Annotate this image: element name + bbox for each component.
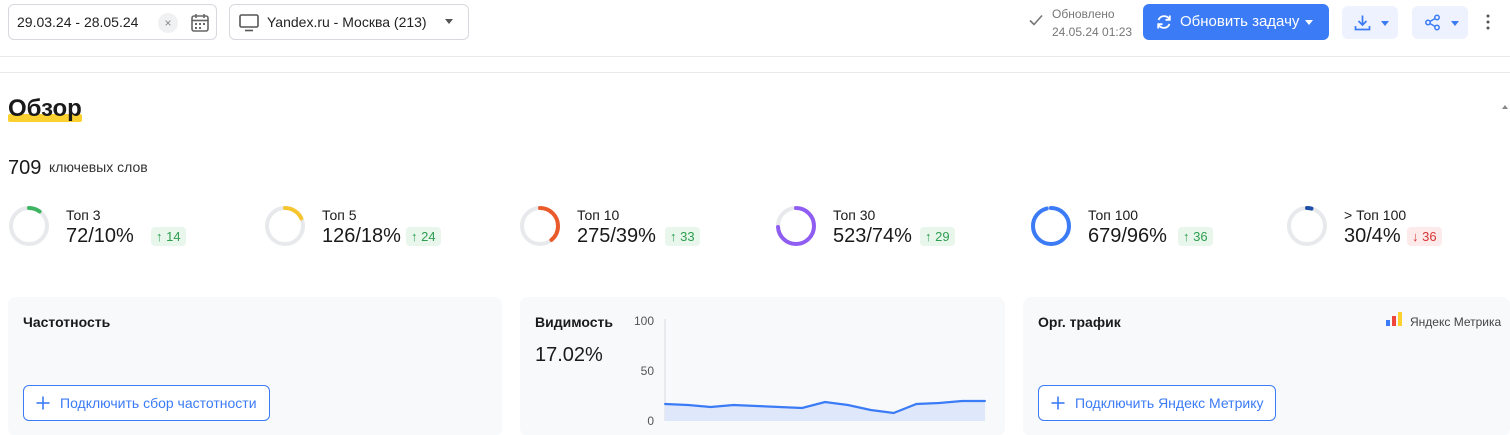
share-icon — [1425, 14, 1440, 31]
ring-chart — [9, 206, 49, 246]
updated-date: 24.05.24 01:23 — [1052, 25, 1133, 39]
connect-metrika-label: Подключить Яндекс Метрику — [1075, 395, 1264, 411]
date-range-value: 29.03.24 - 28.05.24 — [17, 14, 139, 30]
check-icon — [1029, 14, 1043, 26]
metric-delta-badge: ↑ 36 — [1178, 227, 1213, 246]
chevron-down-icon[interactable] — [1305, 20, 1313, 25]
ring-chart — [265, 206, 305, 246]
chevron-down-icon — [1451, 21, 1459, 26]
connect-frequency-label: Подключить сбор частотности — [60, 395, 257, 411]
plus-icon — [1051, 396, 1065, 410]
visibility-point[interactable] — [778, 406, 781, 408]
search-engine-select[interactable]: Yandex.ru - Москва (213) — [229, 4, 469, 40]
visibility-point[interactable] — [732, 404, 735, 406]
plus-icon — [36, 396, 50, 410]
title-highlight — [8, 114, 82, 122]
visibility-title: Видимость — [535, 314, 613, 330]
update-task-label: Обновить задачу — [1180, 13, 1300, 30]
ring-chart — [776, 206, 816, 246]
connect-frequency-button[interactable]: Подключить сбор частотности — [23, 385, 270, 421]
metric-label: Топ 10 — [577, 207, 620, 223]
metric-above-top-100: > Топ 100 30/4% ↓ 36 — [1286, 205, 1510, 249]
visibility-chart: 100 50 0 — [634, 314, 986, 428]
download-button[interactable] — [1342, 6, 1398, 39]
collapse-icon[interactable] — [1502, 105, 1508, 109]
metric-label: Топ 100 — [1088, 207, 1139, 223]
calendar-icon[interactable] — [189, 12, 211, 34]
metric-value: 523/74% — [833, 225, 912, 247]
metric-delta-badge: ↑ 33 — [665, 227, 700, 246]
visibility-point[interactable] — [869, 409, 872, 411]
search-engine-value: Yandex.ru - Москва (213) — [267, 14, 427, 30]
metric-delta-badge: ↓ 36 — [1407, 227, 1442, 246]
metric-delta-badge: ↑ 24 — [406, 227, 441, 246]
y-tick-label: 100 — [634, 314, 654, 328]
visibility-point[interactable] — [824, 401, 826, 403]
visibility-point[interactable] — [915, 403, 918, 405]
metric-value: 275/39% — [577, 225, 656, 247]
metric-top-3: Топ 3 72/10% ↑ 14 — [8, 205, 248, 249]
overview-card: Обзор 709 ключевых слов Топ 3 72/10% ↑ 1… — [0, 72, 1510, 435]
visibility-point[interactable] — [664, 403, 666, 405]
organic-traffic-title: Орг. трафик — [1038, 314, 1121, 330]
update-task-button[interactable]: Обновить задачу — [1143, 4, 1329, 40]
y-tick-label: 0 — [647, 414, 654, 428]
clear-date-icon[interactable]: × — [158, 13, 178, 33]
organic-traffic-panel: Орг. трафик Яндекс Метрика Подключить Ян… — [1023, 297, 1510, 435]
metric-label: Топ 5 — [322, 207, 357, 223]
metric-top-5: Топ 5 126/18% ↑ 24 — [264, 205, 504, 249]
connect-metrika-button[interactable]: Подключить Яндекс Метрику — [1038, 385, 1277, 421]
date-range-picker[interactable]: 29.03.24 - 28.05.24 × — [8, 4, 217, 40]
visibility-point[interactable] — [686, 404, 689, 406]
metrika-logo-icon — [1386, 312, 1402, 326]
metric-delta-badge: ↑ 29 — [920, 227, 955, 246]
updated-label: Обновлено — [1052, 7, 1115, 21]
ring-chart — [1031, 206, 1071, 246]
page-title: Обзор — [8, 95, 82, 122]
visibility-point[interactable] — [938, 402, 941, 404]
frequency-title: Частотность — [23, 314, 111, 330]
chevron-down-icon — [445, 19, 453, 24]
visibility-point[interactable] — [846, 404, 849, 406]
metric-value: 679/96% — [1088, 225, 1167, 247]
refresh-icon — [1157, 15, 1171, 29]
metric-label: > Топ 100 — [1344, 207, 1407, 223]
monitor-icon — [239, 14, 259, 32]
ring-chart — [1287, 206, 1327, 246]
more-options-icon[interactable] — [1480, 10, 1496, 34]
visibility-panel: Видимость 17.02% 100 50 0 — [520, 297, 1005, 435]
metric-value: 30/4% — [1344, 225, 1401, 247]
visibility-point[interactable] — [709, 406, 712, 408]
visibility-point[interactable] — [984, 400, 986, 402]
share-button[interactable] — [1412, 6, 1468, 39]
visibility-point[interactable] — [892, 412, 895, 414]
ring-chart — [520, 206, 560, 246]
metric-delta-badge: ↑ 14 — [151, 227, 186, 246]
download-icon — [1354, 15, 1371, 31]
frequency-panel: Частотность Подключить сбор частотности — [8, 297, 502, 435]
chevron-down-icon — [1381, 21, 1389, 26]
metric-top-30: Топ 30 523/74% ↑ 29 — [775, 205, 1015, 249]
metrika-label: Яндекс Метрика — [1410, 315, 1502, 329]
metric-top-10: Топ 10 275/39% ↑ 33 — [519, 205, 759, 249]
keyword-count-label: ключевых слов — [49, 159, 148, 175]
visibility-point[interactable] — [961, 400, 964, 402]
metric-label: Топ 30 — [833, 207, 876, 223]
metric-value: 126/18% — [322, 225, 401, 247]
metric-label: Топ 3 — [66, 207, 101, 223]
metric-top-100: Топ 100 679/96% ↑ 36 — [1030, 205, 1270, 249]
visibility-value: 17.02% — [535, 344, 603, 366]
visibility-point[interactable] — [801, 407, 804, 409]
toolbar: 29.03.24 - 28.05.24 × Yandex.ru - Москва… — [0, 0, 1510, 57]
keyword-count: 709 — [8, 157, 42, 179]
y-tick-label: 50 — [641, 364, 655, 378]
metric-value: 72/10% — [66, 225, 134, 247]
visibility-point[interactable] — [755, 405, 758, 407]
